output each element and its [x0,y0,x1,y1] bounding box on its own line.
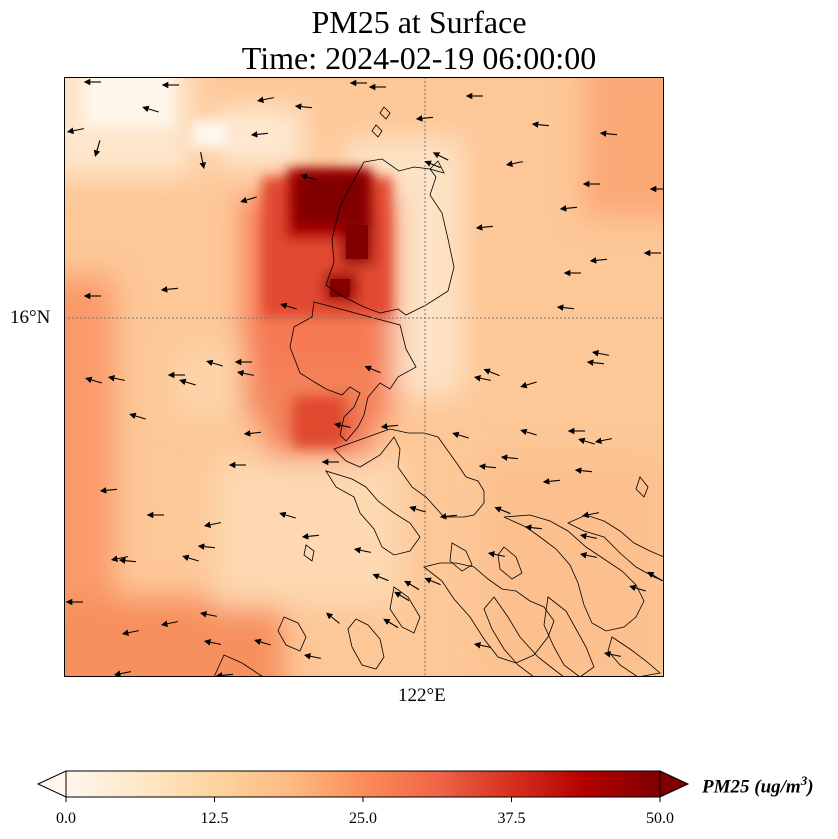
colorbar-label: PM25 (ug/m3) [702,773,814,798]
wind-arrow [254,638,271,646]
colorbar-extend-min [36,770,67,798]
wind-arrow [475,224,494,231]
wind-arrow [280,302,297,310]
wind-arrow [424,577,441,586]
wind-arrow [179,378,196,386]
wind-arrow [243,430,262,437]
wind-arrow [531,121,550,128]
wind-arrow [579,533,597,540]
wind-arrow [556,304,575,311]
wind-arrow [160,286,179,293]
colorbar-tick-label: 0.0 [56,810,76,827]
wind-vectors [65,78,664,677]
wind-arrow [325,612,340,624]
colorbar-extend-max [659,770,690,798]
wind-arrow [364,365,381,374]
wind-arrow [142,105,159,113]
colorbar-tick-label: 25.0 [349,810,377,827]
wind-arrow [113,670,131,677]
wind-arrow [520,428,537,436]
wind-arrow [603,651,621,658]
wind-arrow [581,511,599,518]
wind-arrow [415,115,434,122]
wind-arrow [383,618,399,629]
wind-arrow [236,370,254,377]
wind-arrow [591,350,609,357]
wind-arrow [99,487,118,494]
wind-arrow [85,376,102,384]
wind-arrow [279,511,296,519]
wind-arrow [505,160,523,167]
wind-arrow [215,672,234,677]
wind-arrow [107,375,125,382]
wind-arrow [203,639,221,646]
wind-arrow [487,551,505,558]
wind-arrow [256,96,274,103]
wind-arrow [93,140,101,157]
wind-arrow [199,152,206,170]
colorbar-tick-label: 50.0 [646,810,674,827]
wind-arrow [574,467,593,474]
wind-arrow [380,423,399,430]
latitude-tick-label: 16°N [10,307,51,328]
wind-arrow [182,554,199,562]
wind-arrow [353,547,371,554]
wind-arrow [439,513,458,520]
wind-arrow [500,454,519,461]
wind-arrow [473,375,491,382]
wind-arrow [494,506,511,515]
wind-arrow [240,196,257,204]
wind-arrow [409,505,426,513]
wind-arrow [160,620,178,627]
wind-arrow [647,571,663,582]
wind-arrow [404,580,420,591]
wind-arrow [300,173,317,181]
map-frame [64,77,664,677]
wind-arrow [206,359,223,367]
wind-arrow [66,127,84,134]
wind-arrow [524,524,543,531]
longitude-tick-label: 122°E [398,685,446,706]
wind-arrow [579,552,597,559]
wind-arrow [121,629,139,636]
map-title: PM25 at Surface [311,4,527,40]
wind-arrow [333,422,351,429]
wind-arrow [594,437,612,444]
wind-arrow [452,431,469,439]
wind-arrow [394,591,410,602]
wind-arrow [197,543,216,550]
wind-arrow [303,653,321,660]
wind-arrow [589,257,608,264]
wind-arrow [559,205,578,212]
wind-arrow [424,160,441,169]
wind-arrow [129,412,146,420]
wind-arrow [542,478,561,485]
wind-arrow [203,521,221,528]
wind-arrow [473,642,491,649]
wind-arrow [520,381,537,389]
colorbar [36,770,690,802]
wind-arrow [432,152,449,161]
colorbar-tick-label: 12.5 [200,810,229,827]
wind-arrow [372,573,389,582]
wind-arrow [294,103,313,110]
wind-arrow [250,131,269,138]
wind-arrow [586,359,605,366]
wind-arrow [301,533,320,540]
wind-arrow [599,130,618,137]
wind-arrow [578,437,595,445]
wind-arrow [483,368,500,377]
pm25-map [64,77,664,677]
colorbar-tick-label: 37.5 [497,810,526,827]
map-time-subtitle: Time: 2024-02-19 06:00:00 [241,40,597,76]
colorbar-gradient [65,770,661,798]
wind-arrow [629,584,646,592]
wind-arrow [118,557,137,564]
wind-arrow [478,463,497,470]
wind-arrow [199,611,217,618]
